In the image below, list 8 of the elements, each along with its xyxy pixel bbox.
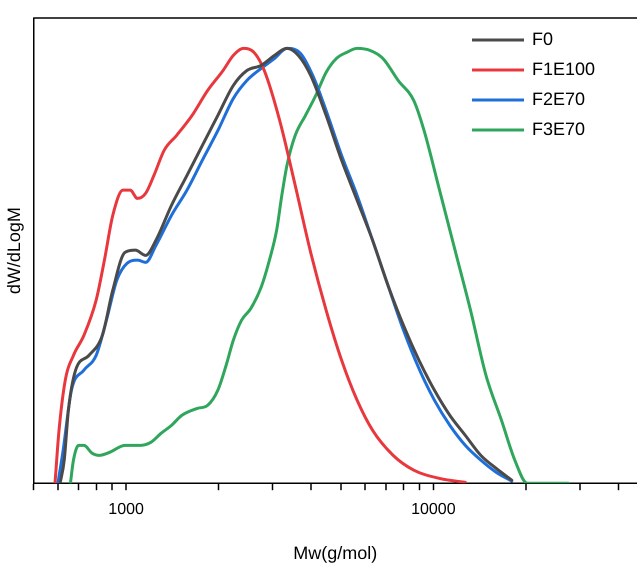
legend-label: F0 <box>532 28 554 49</box>
legend-label: F3E70 <box>532 118 586 139</box>
x-tick-label: 1000 <box>108 501 144 518</box>
legend-label: F1E100 <box>532 58 596 79</box>
x-axis-title: Mw(g/mol) <box>293 543 378 564</box>
y-axis-title: dW/dLogM <box>4 207 24 294</box>
legend-label: F2E70 <box>532 88 586 109</box>
x-tick-label: 10000 <box>411 501 456 518</box>
